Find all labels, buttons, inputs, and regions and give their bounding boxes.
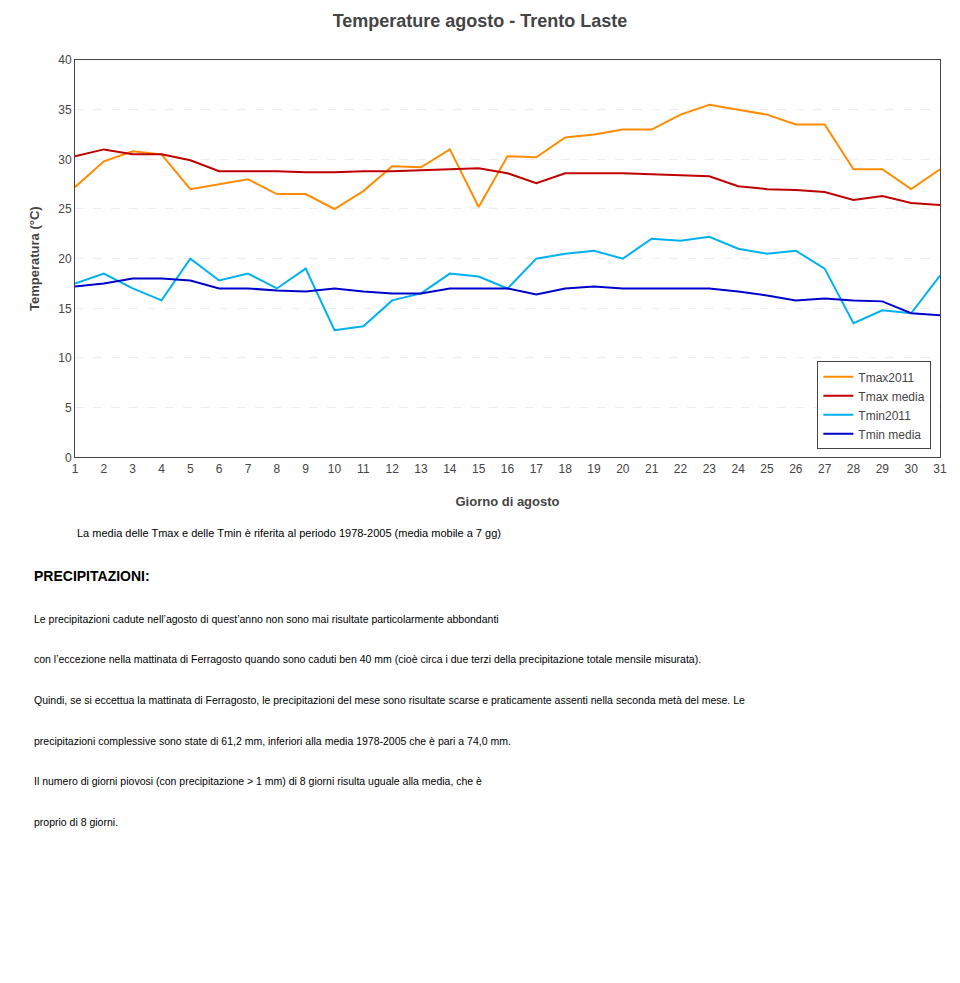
svg-text:35: 35 <box>58 103 72 117</box>
svg-text:10: 10 <box>328 462 342 476</box>
svg-text:14: 14 <box>443 462 457 476</box>
svg-text:Quindi, se si eccettua la matt: Quindi, se si eccettua la mattinata di F… <box>34 694 745 706</box>
svg-text:1: 1 <box>72 462 79 476</box>
svg-text:PRECIPITAZIONI:: PRECIPITAZIONI: <box>34 568 150 584</box>
svg-text:Giorno di agosto: Giorno di agosto <box>456 494 560 509</box>
svg-text:20: 20 <box>616 462 630 476</box>
svg-text:19: 19 <box>587 462 601 476</box>
svg-text:con l’eccezione nella mattinat: con l’eccezione nella mattinata di Ferra… <box>34 653 701 665</box>
svg-text:22: 22 <box>674 462 688 476</box>
svg-text:10: 10 <box>58 351 72 365</box>
svg-text:20: 20 <box>58 252 72 266</box>
svg-text:13: 13 <box>414 462 428 476</box>
svg-text:15: 15 <box>472 462 486 476</box>
svg-text:11: 11 <box>357 462 370 476</box>
svg-text:6: 6 <box>216 462 223 476</box>
svg-text:5: 5 <box>65 401 72 415</box>
svg-text:30: 30 <box>904 462 918 476</box>
svg-text:4: 4 <box>158 462 165 476</box>
svg-text:Tmax media: Tmax media <box>858 390 924 404</box>
svg-text:0: 0 <box>65 451 72 465</box>
svg-text:30: 30 <box>58 153 72 167</box>
svg-text:5: 5 <box>187 462 194 476</box>
svg-text:26: 26 <box>789 462 803 476</box>
svg-text:31: 31 <box>933 462 947 476</box>
svg-text:29: 29 <box>876 462 890 476</box>
svg-text:Il numero di giorni piovosi (c: Il numero di giorni piovosi (con precipi… <box>34 775 482 787</box>
svg-text:18: 18 <box>558 462 572 476</box>
svg-text:precipitazioni complessive son: precipitazioni complessive sono state di… <box>34 735 511 747</box>
svg-text:40: 40 <box>58 53 72 67</box>
svg-text:12: 12 <box>385 462 399 476</box>
svg-text:25: 25 <box>58 202 72 216</box>
svg-text:Tmin media: Tmin media <box>858 428 921 442</box>
svg-text:Le precipitazioni cadute nell’: Le precipitazioni cadute nell’agosto di … <box>34 613 499 625</box>
svg-text:24: 24 <box>731 462 745 476</box>
svg-text:25: 25 <box>760 462 774 476</box>
svg-text:Tmin2011: Tmin2011 <box>858 409 911 423</box>
svg-text:9: 9 <box>302 462 309 476</box>
svg-text:Temperatura (°C): Temperatura (°C) <box>27 206 42 311</box>
svg-text:La media delle Tmax e delle Tm: La media delle Tmax e delle Tmin è rifer… <box>77 527 501 539</box>
svg-text:27: 27 <box>818 462 832 476</box>
svg-text:21: 21 <box>645 462 659 476</box>
svg-text:Temperature agosto - Trento La: Temperature agosto - Trento Laste <box>333 11 628 31</box>
svg-text:16: 16 <box>501 462 515 476</box>
svg-text:proprio di 8 giorni.: proprio di 8 giorni. <box>34 816 118 828</box>
svg-text:28: 28 <box>847 462 861 476</box>
svg-text:2: 2 <box>100 462 107 476</box>
svg-text:3: 3 <box>129 462 136 476</box>
svg-text:23: 23 <box>703 462 717 476</box>
svg-text:Tmax2011: Tmax2011 <box>858 371 914 385</box>
svg-text:8: 8 <box>273 462 280 476</box>
svg-text:15: 15 <box>58 302 72 316</box>
svg-text:17: 17 <box>530 462 544 476</box>
svg-text:7: 7 <box>245 462 252 476</box>
